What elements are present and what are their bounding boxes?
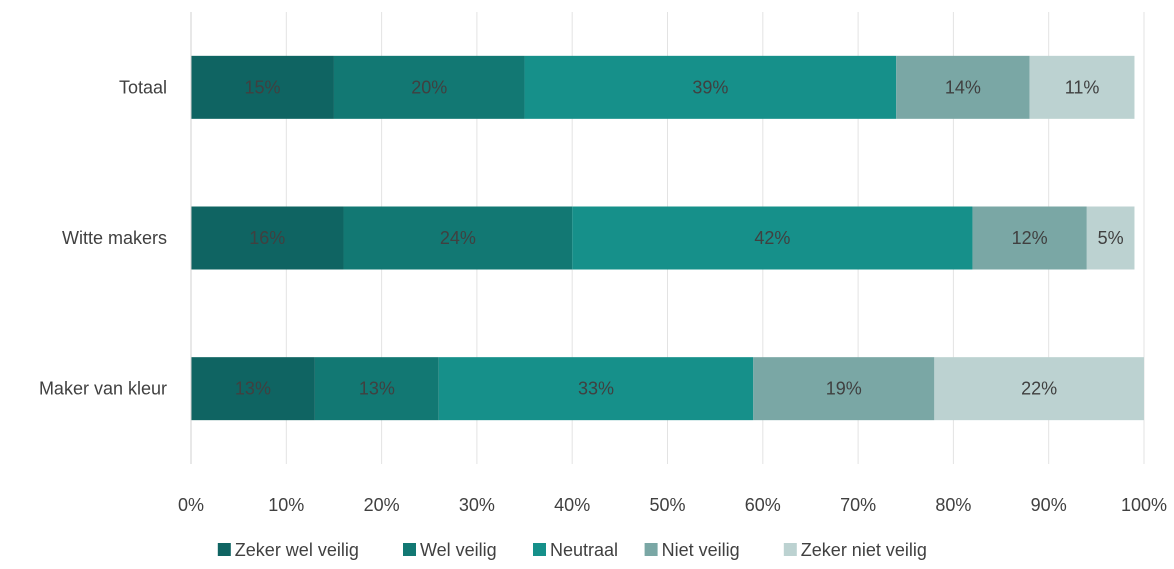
category-label: Maker van kleur	[39, 379, 167, 399]
data-label: 19%	[826, 379, 862, 399]
data-label: 13%	[235, 379, 271, 399]
bar-segment-neutraal	[524, 55, 897, 119]
x-tick-label: 30%	[459, 495, 495, 515]
bar-segment-wel-veilig	[314, 357, 439, 421]
value-axis: 0% 10% 20% 30% 40% 50% 60% 70% 80% 90% 100%	[178, 495, 1167, 515]
x-tick-label: 50%	[649, 495, 685, 515]
bar-segment-zeker-niet-veilig	[1029, 55, 1135, 119]
data-label: 12%	[1012, 228, 1048, 248]
bar-segment-neutraal	[438, 357, 754, 421]
bar-segment-neutraal	[572, 206, 973, 270]
x-tick-label: 10%	[268, 495, 304, 515]
bar-segment-niet-veilig	[753, 357, 935, 421]
bar-segment-zeker-niet-veilig	[934, 357, 1144, 421]
x-tick-label: 0%	[178, 495, 204, 515]
data-label: 39%	[692, 77, 728, 97]
legend-swatch-wel-veilig	[403, 543, 416, 556]
data-label: 13%	[359, 379, 395, 399]
legend-swatch-zeker-wel-veilig	[217, 543, 231, 556]
category-axis: Totaal Witte makers Maker van kleur	[39, 12, 192, 464]
data-label: 22%	[1021, 379, 1057, 399]
x-tick-label: 90%	[1031, 495, 1067, 515]
data-label: 11%	[1065, 77, 1100, 97]
x-tick-label: 20%	[364, 495, 400, 515]
bar-segment-zeker-wel-veilig	[191, 357, 315, 421]
x-tick-label: 100%	[1121, 495, 1167, 515]
bar-segment-wel-veilig	[343, 206, 573, 270]
x-tick-label: 80%	[935, 495, 971, 515]
bar-segment-niet-veilig	[972, 206, 1087, 270]
data-label: 20%	[411, 77, 447, 97]
x-tick-label: 40%	[554, 495, 590, 515]
category-label: Witte makers	[62, 228, 167, 248]
bar-segment-zeker-niet-veilig	[1086, 206, 1135, 270]
bars-group: 15% 20% 39% 14% 11% 16% 24% 42% 12% 5% 13% 13% 33% 19…	[191, 55, 1144, 421]
legend: Zeker wel veilig Wel veilig Neutraal Niet v…	[217, 540, 927, 560]
legend-swatch-zeker-niet-veilig	[783, 543, 797, 556]
legend-label: Neutraal	[550, 540, 618, 560]
category-label: Totaal	[119, 77, 167, 97]
data-label: 5%	[1098, 228, 1124, 248]
data-label: 16%	[249, 228, 285, 248]
legend-label: Zeker wel veilig	[235, 540, 359, 560]
legend-label: Zeker niet veilig	[801, 540, 927, 560]
legend-swatch-neutraal	[533, 543, 546, 556]
data-label: 14%	[945, 77, 981, 97]
bar-segment-wel-veilig	[333, 55, 525, 119]
data-label: 42%	[754, 228, 790, 248]
data-label: 15%	[244, 77, 280, 97]
x-tick-label: 60%	[745, 495, 781, 515]
legend-swatch-niet-veilig	[644, 543, 658, 556]
bar-segment-zeker-wel-veilig	[191, 55, 334, 119]
legend-label: Wel veilig	[420, 540, 497, 560]
data-label: 24%	[440, 228, 476, 248]
data-label: 33%	[578, 379, 614, 399]
bar-segment-niet-veilig	[896, 55, 1030, 119]
legend-label: Niet veilig	[662, 540, 740, 560]
x-tick-label: 70%	[840, 495, 876, 515]
bar-segment-zeker-wel-veilig	[191, 206, 344, 270]
